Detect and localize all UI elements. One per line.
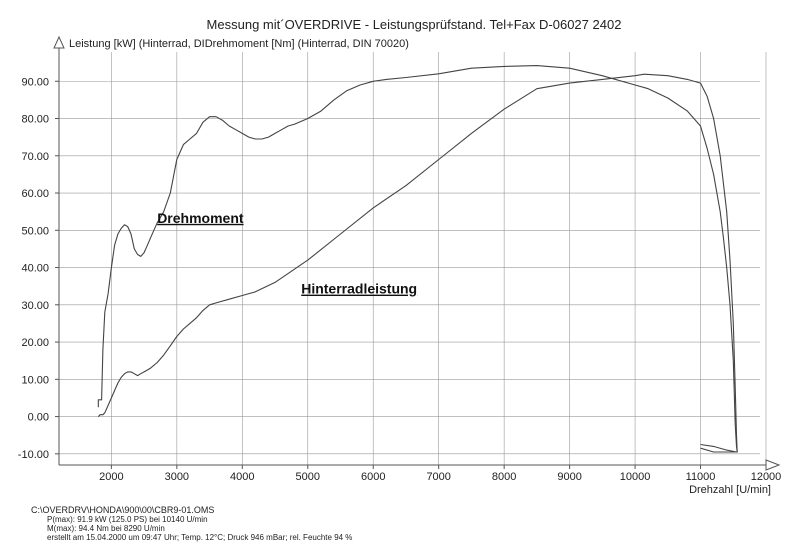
footer: C:\OVERDRV\HONDA\900\00\CBR9-01.OMS P(ma… [31,505,352,542]
y-ticks: -10.00 0.00 10.00 20.00 30.00 40.00 50.00 60.00… [18,76,59,461]
series-labels: Drehmoment Hinterradleistung [157,210,417,297]
footer-mmax: M(max): 94.4 Nm bei 8290 U/min [47,524,165,533]
y-tick-label: -10.00 [18,449,49,461]
series-line-1 [97,65,738,453]
y-axis-arrow-icon [53,35,65,49]
y-tick-label: 90.00 [21,76,49,88]
axes [53,35,781,471]
x-tick-label: 12000 [751,471,782,483]
x-tick-label: 3000 [165,471,189,483]
footer-file: C:\OVERDRV\HONDA\900\00\CBR9-01.OMS [31,505,214,515]
x-tick-label: 9000 [557,471,581,483]
grid [59,52,767,465]
footer-created: erstellt am 15.04.2000 um 09:47 Uhr; Tem… [47,533,352,542]
y-tick-label: 80.00 [21,114,49,126]
x-tick-label: 5000 [296,471,320,483]
x-axis-label: Drehzahl [U/min] [689,484,771,496]
x-tick-label: 6000 [361,471,385,483]
y-tick-label: 70.00 [21,151,49,163]
y-tick-label: 50.00 [21,225,49,237]
y-tick-label: 10.00 [21,374,49,386]
y-tick-label: 20.00 [21,337,49,349]
y-tick-label: 40.00 [21,263,49,275]
series-label-1: Drehmoment [157,210,244,226]
y-tick-label: 30.00 [21,300,49,312]
x-tick-label: 4000 [230,471,254,483]
x-tick-label: 2000 [99,471,123,483]
x-tick-label: 10000 [620,471,651,483]
series [97,65,738,453]
x-tick-label: 11000 [686,471,716,483]
x-tick-label: 7000 [426,471,450,483]
x-tick-label: 8000 [492,471,516,483]
x-ticks: 2000 3000 4000 5000 6000 7000 8000 9000 10000 110… [99,465,781,483]
series-label-2: Hinterradleistung [301,281,417,297]
y-tick-label: 0.00 [28,412,49,424]
series-line-2 [97,73,738,453]
y-tick-label: 60.00 [21,188,49,200]
footer-pmax: P(max): 91.9 kW (125.0 PS) bei 10140 U/m… [47,515,208,524]
chart-title: Messung mit´OVERDRIVE - Leistungsprüfsta… [207,17,622,32]
x-axis-arrow-icon [765,459,781,471]
y-axis-label: Leistung [kW] (Hinterrad, DIDrehmoment [… [69,38,409,50]
